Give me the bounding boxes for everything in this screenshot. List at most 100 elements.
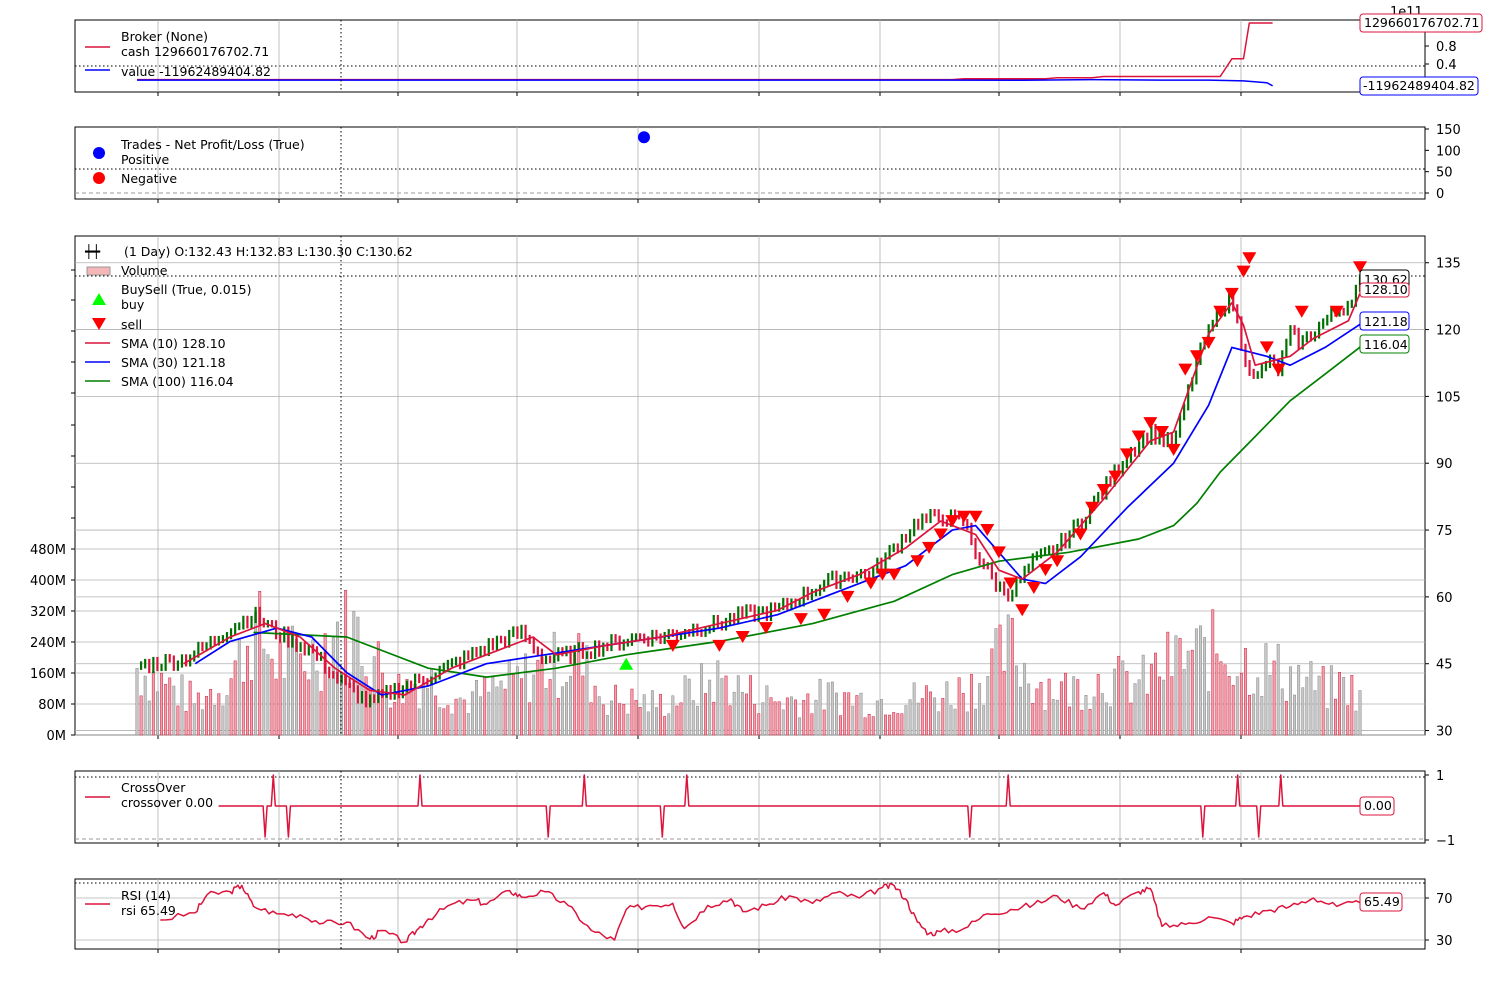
sell-marker [1189,350,1204,363]
sell-marker [1050,555,1065,568]
sell-marker [956,510,971,523]
volume-bar [794,699,797,736]
sma10-legend-label: SMA (10) 128.10 [121,336,226,351]
volume-bar [1260,696,1264,736]
volume-bar [327,678,331,736]
volume-bar [1297,664,1301,736]
volume-bar [135,667,139,736]
volume-bar [462,699,466,736]
volume-bar [777,701,781,736]
volume-bar [376,641,380,736]
volume-bar [974,708,977,736]
volume-bar [912,682,916,736]
volume-bar [879,699,883,736]
volume-bar [344,589,348,736]
volume-bar [884,714,887,736]
volume-bar [839,715,842,736]
volume-bar [389,707,393,736]
volume-bar [524,653,528,736]
volume-bar [1051,699,1055,736]
sell-marker [735,630,750,643]
price-y-tick-label: 105 [1436,390,1461,405]
volume-bar [213,705,217,736]
volume-bar [1329,665,1333,736]
volume-bar [323,633,327,736]
volume-bar [1068,706,1072,736]
rsi-last-tag: 65.49 [1359,892,1403,912]
volume-bar [753,704,757,736]
crossover-legend-title: CrossOver [121,780,186,795]
sell-marker [1143,417,1158,430]
volume-bar [990,648,994,736]
volume-bar [1014,665,1018,736]
volume-bar [552,631,556,736]
volume-bar [978,683,982,736]
price-y-tick-label: 30 [1436,725,1453,740]
volume-bar [806,693,810,736]
volume-bar [1358,690,1362,736]
sell-marker [968,510,983,523]
volume-bar [1055,699,1059,736]
volume-bar [818,678,822,736]
volume-bar [695,705,699,736]
volume-bar [610,700,613,736]
volume-bar [331,637,335,736]
sma100-tag-box [1359,334,1410,354]
volume-bar [1231,685,1235,736]
volume-bar [1272,660,1276,736]
sell-marker [758,622,773,635]
volume-bar [593,685,597,736]
volume-bar [1129,702,1133,736]
broker-y-tick-label: 0.8 [1436,40,1457,55]
volume-bar [659,694,663,736]
sell-marker [1236,265,1251,278]
volume-bar [1334,698,1337,736]
volume-bar [160,672,163,736]
volume-bar [495,686,499,736]
buy-legend-marker [92,293,106,305]
volume-bar [348,682,352,736]
volume-bar [888,714,892,736]
cash-legend-label: cash 129660176702.71 [121,44,269,59]
volume-bar [245,645,249,736]
volume-bar [262,648,266,736]
volume-bar [822,709,826,736]
price-legend: ┿┿ (1 Day) O:132.43 H:132.83 L:130.30 C:… [84,244,413,389]
volume-bar [581,675,585,736]
volume-bar [311,639,315,736]
volume-bar [642,694,646,736]
volume-bar [274,678,278,736]
volume-bar [1203,637,1207,736]
volume-bar [941,698,945,736]
crossover-y-tick-label: −1 [1436,834,1455,849]
volume-bar [1096,674,1100,736]
crossover-tag-box [1359,796,1395,816]
volume-bar [569,675,573,736]
volume-bar [1178,638,1182,736]
volume-bar [1039,682,1043,736]
broker-panel: 1e11 0.40.8 Broker (None) cash 129660176… [74,5,1483,96]
volume-bar [266,654,270,736]
ohlc-legend-label: (1 Day) O:132.43 H:132.83 L:130.30 C:130… [124,244,413,259]
sell-marker [1038,564,1053,577]
volume-bar [315,670,319,736]
volume-bar [671,695,675,736]
price-y-tick-label: 90 [1436,457,1453,472]
volume-bar [237,638,241,736]
cash-last-tag: 129660176702.71 [1359,13,1483,33]
volume-bar [1317,675,1321,736]
crossover-panel: 1 −1 CrossOver crossover 0.00 0.00 [74,769,1455,849]
volume-bar [1207,691,1211,736]
sell-marker [1073,528,1088,541]
volume-bar [299,653,303,736]
volume-bar [933,697,937,736]
volume-bar [618,703,622,736]
volume-bar [470,691,474,736]
volume-bar [614,684,618,736]
volume-bar [385,691,388,736]
sell-marker [1120,448,1135,461]
negative-legend-label: Negative [121,171,177,186]
volume-bar [454,698,458,736]
volume-bar [1325,708,1329,736]
volume-bar [254,611,258,736]
